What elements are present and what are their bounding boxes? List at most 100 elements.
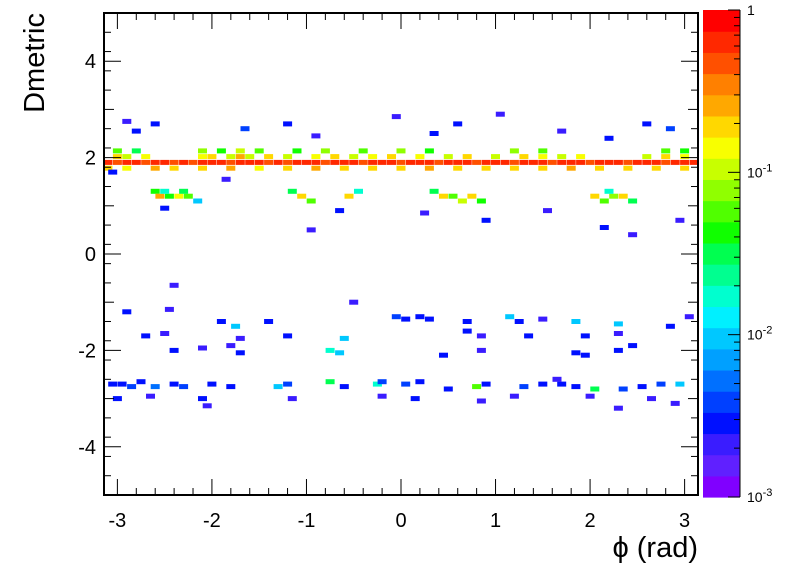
histogram-bin bbox=[680, 165, 690, 171]
histogram-bin bbox=[235, 148, 245, 154]
y-tick-label: -4 bbox=[78, 437, 96, 459]
histogram-bin bbox=[311, 165, 321, 171]
histogram-bin bbox=[443, 386, 453, 392]
histogram-bin bbox=[108, 169, 118, 175]
histogram-bin bbox=[665, 126, 675, 132]
histogram-bin bbox=[150, 121, 160, 127]
histogram-bin bbox=[198, 154, 207, 160]
histogram-bin bbox=[377, 379, 387, 385]
histogram-bin bbox=[661, 154, 671, 160]
histogram-bin bbox=[613, 405, 623, 411]
histogram-bin bbox=[528, 159, 538, 165]
palette-color-box bbox=[703, 200, 740, 223]
histogram-bin bbox=[585, 159, 595, 165]
histogram-bin bbox=[462, 328, 472, 334]
histogram-bin bbox=[160, 159, 170, 165]
y-tick-label: 2 bbox=[85, 148, 96, 170]
histogram-bin bbox=[590, 193, 600, 199]
histogram-bin bbox=[368, 154, 378, 160]
histogram-bin bbox=[377, 159, 387, 165]
histogram-bin bbox=[368, 165, 378, 171]
histogram-bin bbox=[401, 316, 411, 322]
histogram-bin bbox=[613, 321, 623, 327]
histogram-bin bbox=[491, 154, 500, 160]
histogram-bin bbox=[519, 159, 529, 165]
palette-color-box bbox=[703, 433, 740, 456]
histogram-bin bbox=[117, 381, 127, 387]
histogram-bin bbox=[344, 193, 354, 199]
histogram-bin bbox=[571, 350, 581, 356]
histogram-bin bbox=[675, 381, 685, 387]
histogram-bin bbox=[235, 350, 245, 356]
histogram-bin bbox=[623, 165, 633, 171]
histogram-bin bbox=[131, 148, 141, 154]
histogram-bin bbox=[287, 188, 297, 194]
histogram-bin bbox=[311, 133, 321, 139]
histogram-bin bbox=[495, 111, 505, 117]
histogram-bin bbox=[320, 159, 330, 165]
histogram-bin bbox=[481, 159, 491, 165]
histogram-bin bbox=[141, 154, 151, 160]
histogram-bin bbox=[368, 159, 378, 165]
histogram-bin bbox=[467, 193, 477, 199]
histogram-bin bbox=[254, 165, 264, 171]
histogram-bin bbox=[481, 165, 491, 171]
histogram-bin bbox=[453, 159, 463, 165]
histogram-bin bbox=[216, 319, 226, 324]
palette-color-box bbox=[703, 285, 740, 308]
histogram-bin bbox=[429, 131, 439, 136]
histogram-bin bbox=[150, 188, 160, 194]
histogram-bin bbox=[415, 154, 425, 160]
histogram-bin bbox=[647, 396, 656, 402]
histogram-bin bbox=[207, 159, 217, 165]
histogram-bin bbox=[198, 345, 207, 351]
histogram-bin bbox=[150, 159, 160, 165]
axis-ticks: -3 -2 -1 0 1 2 3 -4 -2 0 2 4 bbox=[78, 12, 698, 532]
histogram-bin bbox=[618, 193, 628, 199]
histogram-bin bbox=[472, 384, 482, 390]
palette-label: 1 bbox=[747, 2, 755, 18]
histogram-bin bbox=[273, 159, 283, 165]
histogram-bin bbox=[179, 188, 189, 194]
x-tick-label: -2 bbox=[203, 510, 221, 532]
histogram-bin bbox=[141, 333, 151, 339]
histogram-bin bbox=[122, 309, 132, 315]
histogram-bin bbox=[538, 159, 548, 165]
y-tick-label: 0 bbox=[85, 244, 96, 266]
histogram-bin bbox=[656, 381, 666, 387]
histogram-bin bbox=[198, 148, 207, 154]
histogram-bin bbox=[160, 205, 170, 211]
histogram-bin bbox=[457, 198, 467, 204]
histogram-bin bbox=[335, 208, 345, 214]
histogram-bin bbox=[415, 314, 425, 320]
histogram-bin bbox=[538, 316, 548, 322]
histogram-bin bbox=[330, 159, 340, 165]
histogram-bin bbox=[453, 165, 463, 171]
histogram-bin bbox=[543, 208, 552, 214]
histogram-bin bbox=[557, 159, 567, 165]
histogram-bin bbox=[349, 299, 359, 305]
palette-color-box bbox=[703, 158, 740, 180]
histogram-bin bbox=[642, 121, 652, 127]
histogram-bin bbox=[538, 165, 548, 171]
histogram-bin bbox=[628, 198, 638, 204]
palette-color-box bbox=[703, 137, 740, 159]
histogram-bin bbox=[141, 159, 151, 165]
y-tick-label: -2 bbox=[78, 340, 96, 362]
histogram-bin bbox=[273, 384, 283, 390]
histogram-bin bbox=[349, 159, 359, 165]
histogram-bin bbox=[207, 154, 217, 160]
palette-color-box bbox=[703, 264, 740, 286]
histogram-bin bbox=[453, 121, 463, 127]
histogram-bins bbox=[103, 111, 699, 411]
histogram-bin bbox=[547, 159, 557, 165]
histogram-bin bbox=[651, 165, 661, 171]
histogram-bin bbox=[613, 347, 623, 353]
histogram-bin bbox=[661, 148, 671, 154]
palette-label: 10-1 bbox=[747, 162, 772, 180]
histogram-bin bbox=[595, 165, 604, 171]
histogram-bin bbox=[590, 386, 600, 392]
histogram-bin bbox=[509, 148, 519, 154]
histogram-bin bbox=[613, 331, 623, 336]
